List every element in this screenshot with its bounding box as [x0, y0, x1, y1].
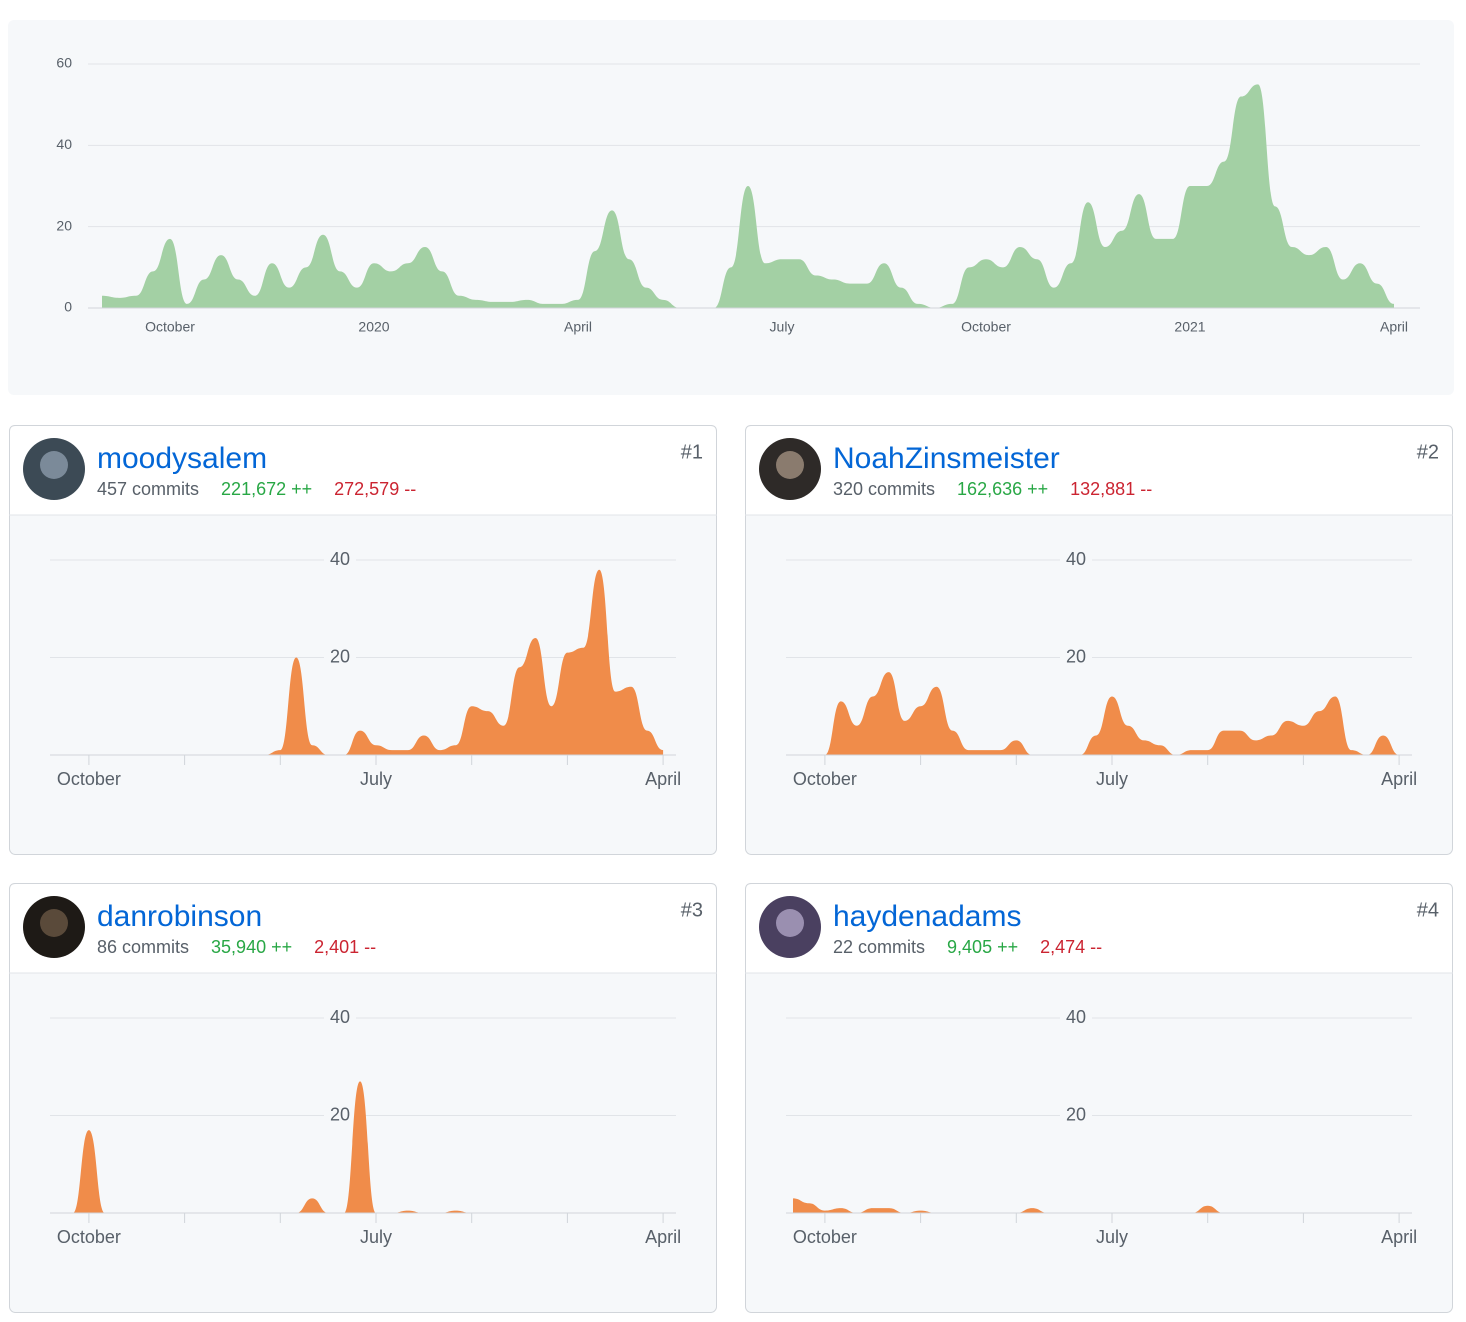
- x-tick-label: 2021: [1174, 319, 1205, 335]
- avatar-face: [776, 909, 804, 937]
- rank: #3: [681, 899, 703, 921]
- label-bg: [324, 646, 356, 669]
- y-tick-label: 20: [330, 1104, 350, 1124]
- contributor-card: moodysalem 457 commits 221,672 ++ 272,579 -…: [9, 425, 717, 855]
- x-tick-label: 2020: [358, 319, 389, 335]
- x-tick-label: April: [1381, 1227, 1417, 1247]
- label-bg: [1060, 646, 1092, 669]
- additions: 9,405 ++: [947, 937, 1018, 957]
- x-tick-label: October: [145, 319, 195, 335]
- x-tick-label: April: [645, 1227, 681, 1247]
- avatar-face: [40, 909, 68, 937]
- contributor-stats: 457 commits 221,672 ++ 272,579 --: [97, 479, 416, 499]
- area: [57, 1081, 664, 1213]
- rank: #2: [1417, 441, 1439, 463]
- deletions: 2,401 --: [314, 937, 376, 957]
- commit-count[interactable]: 86 commits: [97, 937, 189, 957]
- area: [57, 569, 664, 755]
- y-tick-label: 20: [56, 217, 72, 233]
- label-bg: [1060, 549, 1092, 571]
- avatar-face: [776, 451, 804, 479]
- commit-count[interactable]: 320 commits: [833, 479, 935, 499]
- additions: 221,672 ++: [221, 479, 312, 499]
- additions: 35,940 ++: [211, 937, 292, 957]
- commit-count[interactable]: 457 commits: [97, 479, 199, 499]
- x-tick-label: October: [793, 1227, 857, 1247]
- label-bg: [324, 1104, 356, 1127]
- contributor-stats: 86 commits 35,940 ++ 2,401 --: [97, 937, 376, 957]
- card-header: [9, 425, 717, 516]
- y-tick-label: 20: [330, 646, 350, 666]
- y-tick-label: 40: [56, 136, 72, 152]
- y-tick-label: 40: [330, 1007, 350, 1027]
- deletions: 132,881 --: [1070, 479, 1152, 499]
- x-tick-label: October: [961, 319, 1011, 335]
- y-tick-label: 40: [330, 549, 350, 569]
- x-tick-label: October: [57, 769, 121, 789]
- contributor-card: NoahZinsmeister 320 commits 162,636 ++ 132,…: [745, 425, 1453, 855]
- y-tick-label: 20: [1066, 646, 1086, 666]
- label-bg: [324, 1007, 356, 1029]
- x-tick-label: July: [1096, 769, 1128, 789]
- x-tick-label: April: [1380, 319, 1408, 335]
- avatar-face: [40, 451, 68, 479]
- x-tick-label: October: [57, 1227, 121, 1247]
- rank: #4: [1417, 899, 1439, 921]
- x-tick-label: April: [1381, 769, 1417, 789]
- x-tick-label: April: [564, 319, 592, 335]
- y-tick-label: 0: [64, 299, 72, 315]
- x-tick-label: July: [1096, 1227, 1128, 1247]
- card-header: [745, 425, 1453, 516]
- contributor-name[interactable]: danrobinson: [97, 900, 262, 933]
- contributor-name[interactable]: haydenadams: [833, 900, 1021, 933]
- contributor-name[interactable]: moodysalem: [97, 442, 267, 475]
- area: [102, 84, 1394, 308]
- label-bg: [324, 549, 356, 571]
- x-tick-label: October: [793, 769, 857, 789]
- y-tick-label: 20: [1066, 1104, 1086, 1124]
- commit-count[interactable]: 22 commits: [833, 937, 925, 957]
- x-tick-label: July: [360, 769, 392, 789]
- y-tick-label: 40: [1066, 1007, 1086, 1027]
- card-header: [9, 883, 717, 974]
- rank: #1: [681, 441, 703, 463]
- deletions: 272,579 --: [334, 479, 416, 499]
- contributor-stats: 22 commits 9,405 ++ 2,474 --: [833, 937, 1102, 957]
- x-tick-label: July: [770, 319, 795, 335]
- contributor-stats: 320 commits 162,636 ++ 132,881 --: [833, 479, 1152, 499]
- y-tick-label: 40: [1066, 549, 1086, 569]
- area: [793, 672, 1400, 755]
- label-bg: [1060, 1104, 1092, 1127]
- deletions: 2,474 --: [1040, 937, 1102, 957]
- contributor-name[interactable]: NoahZinsmeister: [833, 442, 1060, 475]
- y-tick-label: 60: [56, 55, 72, 71]
- label-bg: [1060, 1007, 1092, 1029]
- card-header: [745, 883, 1453, 974]
- x-tick-label: July: [360, 1227, 392, 1247]
- contributor-card: haydenadams 22 commits 9,405 ++ 2,474 -- #4: [745, 883, 1453, 1313]
- additions: 162,636 ++: [957, 479, 1048, 499]
- x-tick-label: April: [645, 769, 681, 789]
